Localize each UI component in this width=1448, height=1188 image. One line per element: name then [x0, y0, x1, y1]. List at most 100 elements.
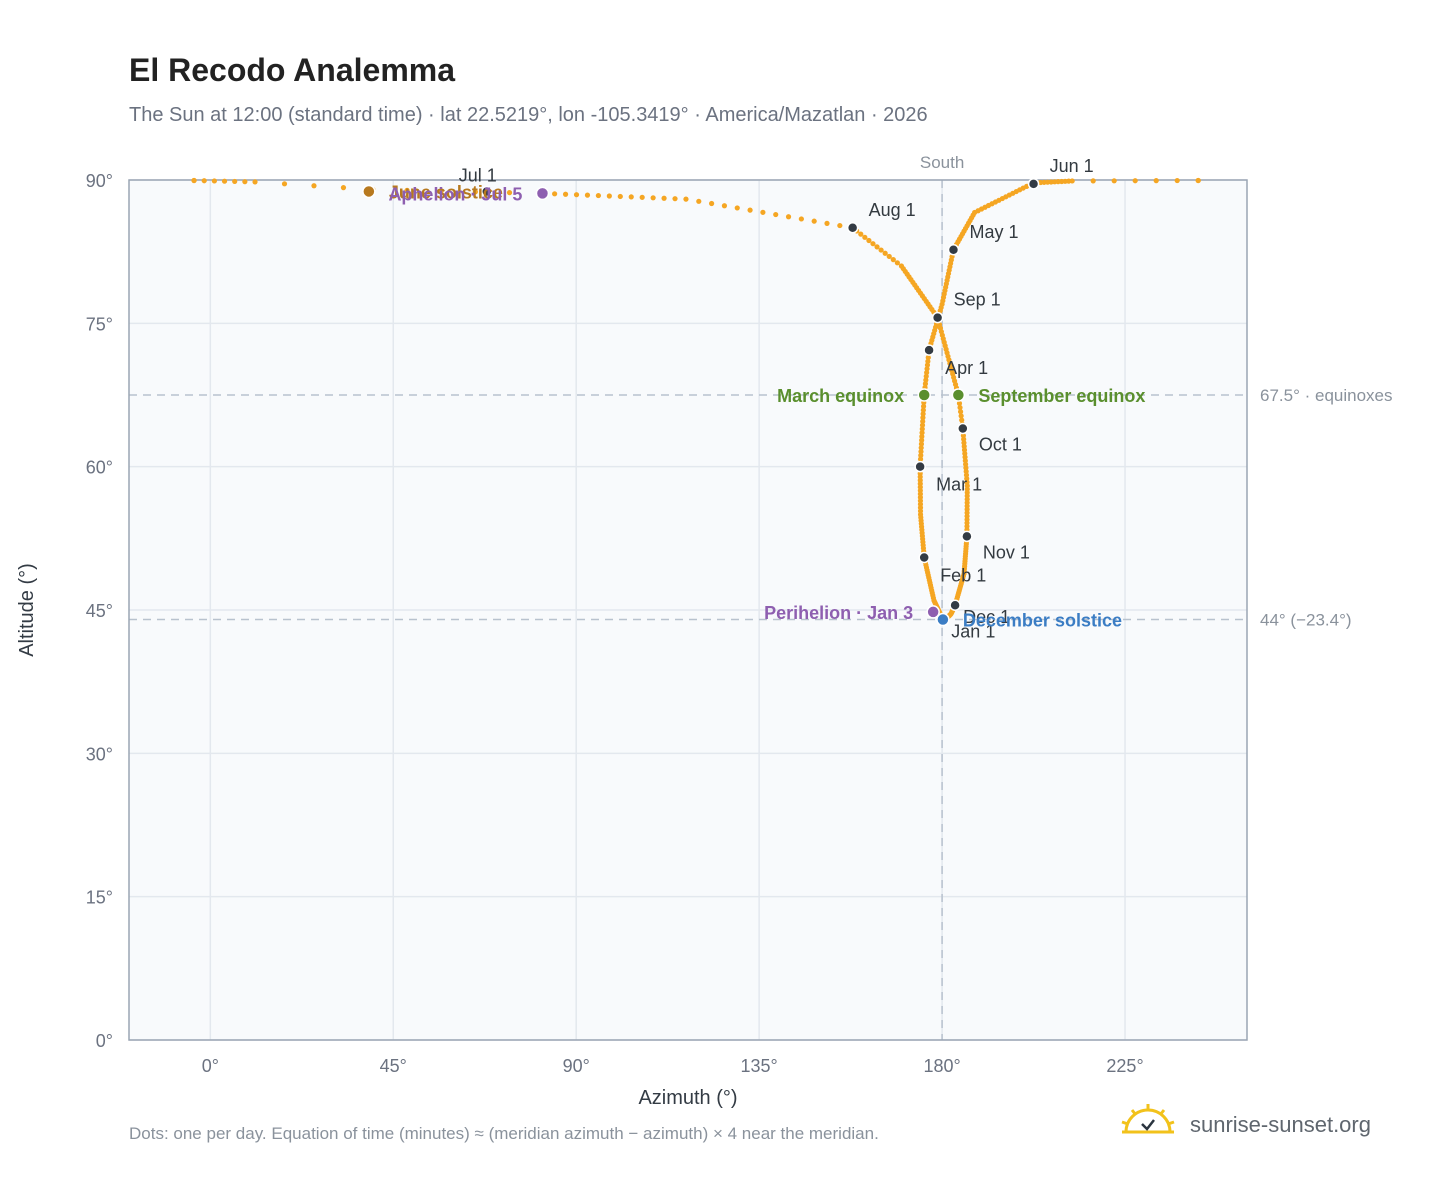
- x-tick-label: 225°: [1106, 1056, 1143, 1076]
- analemma-day-dot: [785, 214, 792, 220]
- analemma-day-dot: [957, 409, 964, 415]
- event-annotation-label: June solstice: [389, 182, 503, 202]
- analemma-day-dot: [1069, 178, 1075, 184]
- reference-line-label-0: 67.5° · equinoxes: [1260, 386, 1393, 405]
- x-axis-title: Azimuth (°): [638, 1087, 737, 1109]
- month-marker-dot: [481, 185, 493, 198]
- analemma-day-dot: [628, 194, 634, 200]
- analemma-day-dot: [1111, 178, 1117, 184]
- analemma-day-dot: [709, 200, 715, 207]
- event-marker-dot: [917, 388, 931, 402]
- event-marker-dot: [535, 186, 550, 201]
- analemma-day-dot: [923, 377, 929, 383]
- event-annotation-label: Perihelion · Jan 3: [764, 603, 913, 623]
- analemma-day-dot: [811, 218, 817, 224]
- analemma-day-dot: [1132, 178, 1138, 184]
- analemma-day-dot: [1174, 177, 1180, 184]
- analemma-day-dot: [595, 192, 602, 199]
- analemma-day-dot: [1195, 177, 1201, 184]
- analemma-day-dot: [506, 190, 513, 196]
- month-marker-dot: [1027, 178, 1040, 190]
- event-marker-dot: [926, 605, 940, 619]
- brand[interactable]: sunrise-sunset.org: [1120, 1102, 1390, 1146]
- month-marker-label: Jan 1: [951, 622, 995, 642]
- analemma-day-dot: [639, 194, 645, 200]
- analemma-day-dot: [661, 195, 667, 201]
- analemma-day-dot: [957, 404, 963, 411]
- analemma-day-dot: [924, 362, 931, 368]
- analemma-day-dot: [918, 448, 924, 455]
- analemma-day-dot: [242, 179, 248, 185]
- analemma-day-dot: [773, 211, 779, 218]
- analemma-day-dot: [866, 237, 872, 244]
- reference-line-label-1: 44° (−23.4°): [1260, 611, 1352, 630]
- analemma-day-dot: [958, 413, 964, 419]
- analemma-day-dot: [747, 207, 753, 213]
- event-annotation-label: December solstice: [963, 611, 1122, 631]
- analemma-day-dot: [584, 192, 591, 198]
- y-axis-title: Altitude (°): [16, 563, 38, 657]
- analemma-day-dot: [617, 193, 623, 200]
- analemma-day-dot: [878, 247, 884, 253]
- month-marker-dot: [914, 460, 926, 473]
- analemma-day-dot: [672, 196, 678, 202]
- analemma-day-dot: [734, 205, 740, 211]
- analemma-day-dot: [211, 178, 217, 184]
- analemma-day-dot: [606, 193, 612, 199]
- y-tick-label: 90°: [86, 171, 113, 191]
- analemma-day-dot: [917, 456, 924, 462]
- analemma-day-dot: [438, 188, 444, 194]
- event-marker-dot: [936, 612, 950, 627]
- month-marker-label: Sep 1: [954, 290, 1001, 310]
- month-marker-dot: [949, 599, 961, 611]
- month-marker-label: May 1: [969, 222, 1018, 242]
- analemma-day-dot: [472, 189, 478, 195]
- analemma-day-dot: [862, 234, 868, 240]
- analemma-day-dot: [874, 244, 880, 250]
- month-marker-label: Apr 1: [945, 358, 988, 378]
- analemma-day-dot: [404, 187, 410, 193]
- analemma-day-dot: [721, 203, 728, 209]
- analemma-day-dot: [798, 216, 804, 222]
- analemma-day-dot: [562, 191, 569, 197]
- event-annotations: March equinox September equinox June solst…: [362, 182, 1145, 631]
- analemma-day-dot: [922, 381, 929, 387]
- event-marker-dot: [362, 184, 376, 199]
- month-marker-label: Nov 1: [983, 542, 1030, 562]
- analemma-day-dot: [683, 196, 689, 202]
- x-tick-label: 135°: [741, 1056, 778, 1076]
- analemma-day-dot: [920, 415, 926, 421]
- analemma-day-dot: [890, 257, 896, 263]
- analemma-day-dot: [858, 231, 864, 237]
- analemma-day-dot: [281, 181, 288, 187]
- analemma-day-dot: [1090, 178, 1096, 184]
- y-tick-label: 45°: [86, 601, 113, 621]
- event-annotation-label: September equinox: [978, 386, 1145, 406]
- month-marker-dot: [918, 551, 930, 564]
- event-annotation-label: March equinox: [777, 386, 904, 406]
- month-marker-dot: [947, 244, 960, 256]
- analemma-day-dot: [894, 260, 900, 266]
- month-marker-dot: [961, 530, 973, 543]
- brand-text: sunrise-sunset.org: [1190, 1112, 1371, 1137]
- analemma-day-dot: [340, 185, 347, 191]
- y-tick-label: 60°: [86, 458, 113, 478]
- analemma-day-dot: [956, 400, 963, 406]
- analemma-day-dot: [923, 373, 929, 379]
- analemma-day-dot: [924, 369, 930, 376]
- month-marker-dot: [923, 344, 935, 356]
- month-marker-label: Mar 1: [936, 475, 982, 495]
- analemma-day-dot: [925, 358, 931, 364]
- analemma-day-dot: [919, 437, 925, 443]
- analemma-day-dot: [882, 250, 888, 256]
- analemma-day-dot: [919, 422, 926, 428]
- month-marker-dot: [957, 422, 969, 435]
- event-marker-dot: [951, 388, 966, 402]
- y-tick-label: 0°: [96, 1031, 113, 1051]
- month-marker-label: Aug 1: [869, 200, 916, 220]
- analemma-day-dot: [920, 411, 926, 417]
- analemma-day-dot: [837, 222, 843, 229]
- month-markers: Jan 1 Feb 1 Mar 1 Apr 1 May 1 Jun 1 Jul 1 Aug 1…: [459, 156, 1094, 642]
- month-marker-label: Dec 1: [963, 607, 1010, 627]
- meridian-label: South: [920, 153, 964, 172]
